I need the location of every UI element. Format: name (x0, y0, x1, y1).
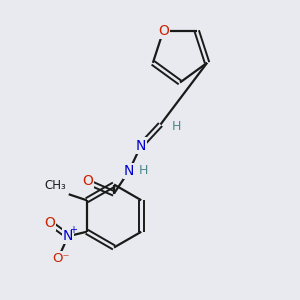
Text: N: N (124, 164, 134, 178)
Text: H: H (171, 119, 181, 133)
Text: O: O (44, 216, 55, 230)
Text: O: O (82, 174, 93, 188)
Text: CH₃: CH₃ (45, 179, 66, 192)
Text: N: N (136, 139, 146, 152)
Text: +: + (70, 225, 77, 235)
Text: O⁻: O⁻ (52, 252, 69, 265)
Text: N: N (63, 229, 73, 243)
Text: O: O (158, 24, 169, 38)
Text: H: H (139, 164, 148, 177)
